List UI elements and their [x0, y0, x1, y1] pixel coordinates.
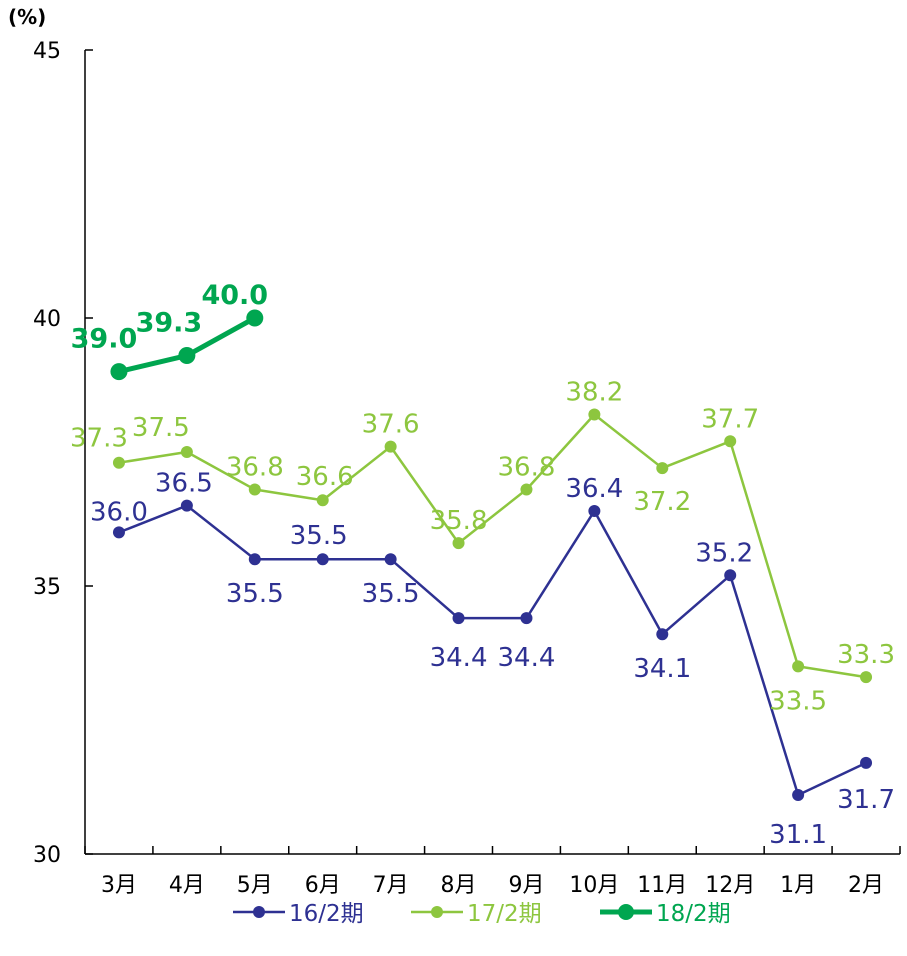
data-label: 36.5 — [155, 469, 213, 499]
data-point — [860, 756, 873, 769]
data-point — [112, 526, 125, 539]
legend-swatch-marker — [253, 906, 265, 918]
legend-label: 17/2期 — [467, 901, 542, 927]
y-unit-label: (%) — [8, 5, 46, 29]
data-point — [520, 483, 533, 496]
data-label: 35.5 — [362, 579, 420, 609]
legend-label: 18/2期 — [656, 901, 731, 927]
data-label: 37.2 — [633, 487, 691, 517]
data-point — [452, 612, 465, 625]
data-label: 34.4 — [498, 643, 556, 673]
legend: 16/2期 17/2期 18/2期 — [233, 901, 731, 927]
data-point — [588, 504, 601, 517]
legend-swatch-marker — [618, 904, 634, 920]
legend-item-1: 16/2期 — [233, 901, 364, 927]
data-label: 35.5 — [226, 579, 284, 609]
data-label: 35.5 — [290, 521, 348, 551]
y-tick-label: 45 — [33, 39, 61, 64]
axes: 30 35 40 45 3月 4月 5月 6月 7月 8月 9月 10月 11月 12月 1月 2月 — [33, 39, 901, 898]
data-label: 35.8 — [430, 506, 488, 536]
data-label: 37.7 — [701, 404, 759, 434]
data-label: 35.2 — [695, 538, 753, 568]
data-point — [588, 408, 601, 421]
data-point — [520, 612, 533, 625]
x-tick-label: 1月 — [780, 873, 816, 898]
series-line — [118, 413, 867, 679]
x-tick-label: 5月 — [237, 873, 273, 898]
x-tick-label: 11月 — [637, 873, 687, 898]
data-label: 34.1 — [633, 654, 691, 684]
legend-item-2: 17/2期 — [411, 901, 542, 927]
x-tick-label: 8月 — [441, 873, 477, 898]
data-point — [860, 671, 873, 684]
data-point — [452, 537, 465, 550]
data-point — [112, 456, 125, 469]
data-point — [656, 462, 669, 475]
data-point — [384, 553, 397, 566]
data-point — [180, 499, 193, 512]
data-point — [724, 569, 737, 582]
data-label: 33.5 — [769, 686, 827, 716]
series-line — [118, 504, 867, 797]
legend-label: 16/2期 — [289, 901, 364, 927]
y-tick-label: 40 — [33, 307, 61, 332]
data-point — [110, 363, 128, 381]
data-point — [724, 435, 737, 448]
data-label: 36.6 — [296, 462, 354, 492]
data-label: 39.3 — [136, 308, 203, 339]
legend-item-3: 18/2期 — [600, 901, 731, 927]
data-point — [792, 660, 805, 673]
series-2 — [112, 408, 873, 684]
y-tick-label: 35 — [33, 575, 61, 600]
data-label: 38.2 — [565, 377, 623, 407]
data-label: 31.7 — [837, 785, 895, 815]
data-label: 36.8 — [498, 453, 556, 483]
x-tick-label: 6月 — [305, 873, 341, 898]
data-point — [656, 628, 669, 641]
data-label: 37.3 — [70, 424, 128, 454]
data-labels: 36.036.535.535.535.534.4 34.436.434.135.2… — [70, 280, 895, 850]
x-tick-label: 10月 — [569, 873, 619, 898]
data-point — [792, 789, 805, 802]
y-tick-label: 30 — [33, 843, 61, 868]
x-tick-label: 3月 — [101, 873, 137, 898]
series-3 — [110, 309, 264, 381]
data-point — [248, 483, 261, 496]
data-point — [180, 446, 193, 458]
x-tick-label: 9月 — [508, 873, 544, 898]
data-label: 36.8 — [226, 453, 284, 483]
data-point — [248, 553, 261, 566]
series-1 — [112, 499, 873, 802]
data-label: 37.6 — [362, 410, 420, 440]
data-point — [316, 494, 329, 507]
data-label: 37.5 — [132, 413, 190, 443]
data-point — [384, 440, 397, 453]
data-label: 34.4 — [430, 643, 488, 673]
x-tick-label: 7月 — [373, 873, 409, 898]
series-lines — [110, 309, 873, 802]
data-point — [178, 347, 196, 365]
data-point — [246, 309, 264, 327]
x-tick-label: 2月 — [848, 873, 884, 898]
data-label: 40.0 — [201, 280, 268, 311]
x-tick-label: 4月 — [169, 873, 205, 898]
data-label: 36.0 — [90, 497, 148, 527]
legend-swatch-marker — [431, 906, 443, 918]
data-label: 31.1 — [769, 820, 827, 850]
data-label: 39.0 — [71, 324, 138, 355]
data-label: 36.4 — [565, 474, 623, 504]
data-point — [316, 553, 329, 566]
x-tick-label: 12月 — [705, 873, 755, 898]
data-label: 33.3 — [837, 640, 895, 670]
